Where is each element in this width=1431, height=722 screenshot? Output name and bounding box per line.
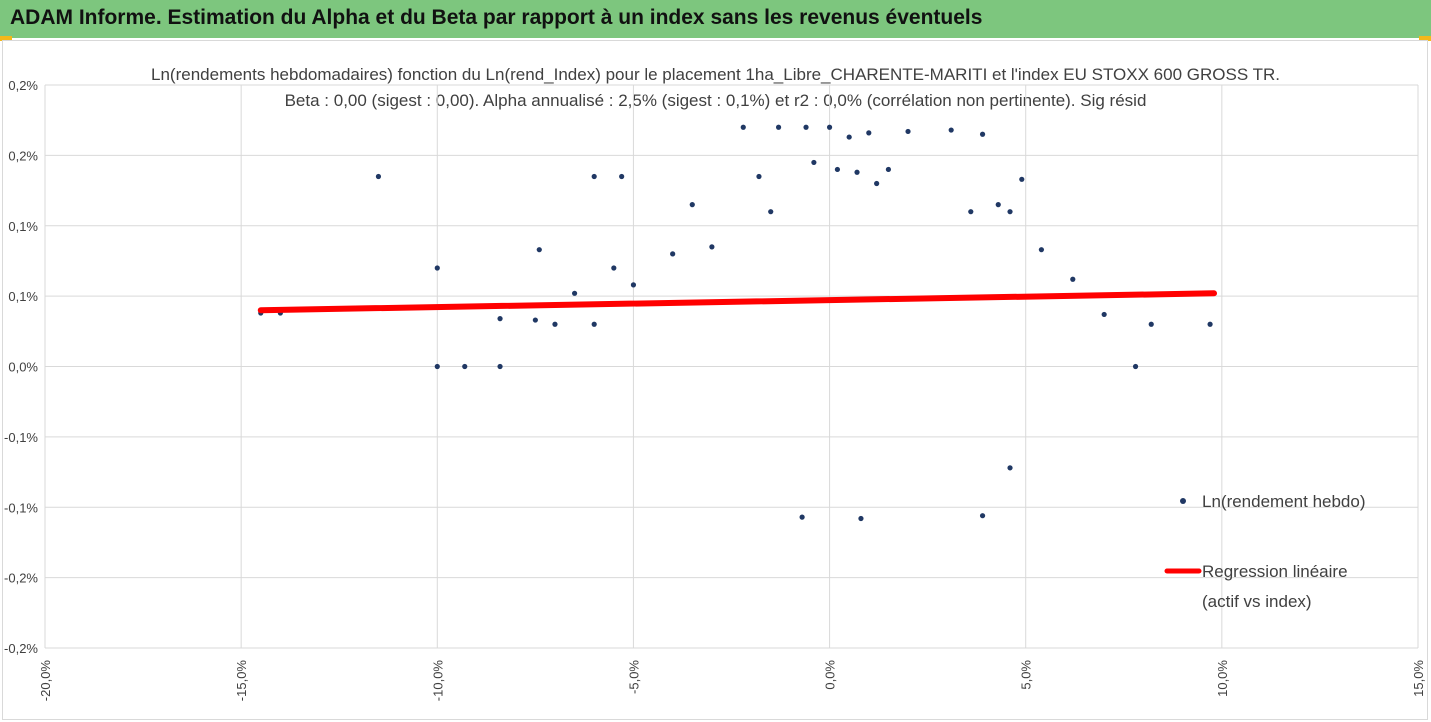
data-point — [375, 173, 382, 180]
data-point — [905, 128, 911, 135]
data-point — [591, 321, 597, 327]
data-point — [858, 515, 864, 522]
y-tick-label: 0,1% — [8, 219, 38, 234]
data-point — [885, 166, 892, 173]
x-tick-label: -10,0% — [430, 660, 445, 702]
data-points — [258, 124, 1213, 522]
data-point — [630, 282, 637, 288]
data-point — [1007, 465, 1013, 471]
data-point — [1101, 311, 1107, 318]
x-tick-label: -5,0% — [626, 660, 641, 694]
data-point — [1148, 321, 1154, 327]
data-point — [1207, 321, 1213, 327]
data-point — [866, 130, 872, 136]
axis-ticks: 0,2% 0,2% 0,1% 0,1% 0,0% -0,1% -0,1% -0,2% -0,2%… — [4, 78, 1426, 701]
regression-line — [257, 290, 1218, 314]
data-point — [1132, 363, 1139, 370]
data-point — [571, 290, 578, 296]
data-point — [854, 169, 860, 175]
legend-scatter-label: Ln(rendement hebdo) — [1202, 492, 1366, 511]
chart-title: Ln(rendements hebdomadaires) fonction du… — [0, 62, 1431, 114]
data-point — [497, 363, 503, 370]
chart-frame — [2, 40, 1428, 720]
corner-marker-left — [0, 36, 12, 41]
data-point — [834, 166, 841, 173]
data-point — [846, 134, 852, 140]
data-point — [1038, 247, 1045, 253]
data-point — [826, 124, 833, 130]
regression-line-layer — [257, 290, 1218, 314]
corner-marker-right — [1419, 36, 1431, 41]
data-point — [1007, 209, 1013, 215]
data-point — [434, 363, 440, 370]
report-header-bar: ADAM Informe. Estimation du Alpha et du … — [0, 0, 1431, 38]
data-point — [740, 124, 746, 130]
y-tick-label: -0,1% — [4, 500, 38, 515]
x-tick-label: -15,0% — [234, 660, 249, 702]
report-title: ADAM Informe. Estimation du Alpha et du … — [10, 6, 983, 29]
data-point — [552, 321, 558, 327]
data-point — [874, 180, 880, 187]
data-point — [670, 251, 676, 257]
data-point — [1019, 176, 1025, 182]
y-tick-label: -0,2% — [4, 571, 38, 586]
y-tick-label: 0,0% — [8, 360, 38, 375]
y-tick-label: -0,2% — [4, 641, 38, 656]
y-tick-label: 0,2% — [8, 148, 38, 163]
y-tick-label: 0,1% — [8, 289, 38, 304]
data-point — [768, 209, 774, 215]
data-point — [775, 124, 782, 130]
x-tick-label: 15,0% — [1411, 660, 1426, 697]
chart-title-line-2: Beta : 0,00 (sigest : 0,00). Alpha annua… — [284, 91, 1147, 110]
legend-line-label-1: Regression linéaire — [1202, 562, 1348, 581]
data-point — [709, 244, 715, 250]
data-point — [968, 209, 974, 215]
data-point — [995, 202, 1001, 208]
data-point — [803, 124, 809, 130]
x-tick-label: -20,0% — [38, 660, 53, 702]
data-point — [689, 202, 695, 208]
data-point — [979, 513, 986, 519]
y-tick-label: 0,2% — [8, 78, 38, 93]
data-point — [619, 173, 625, 180]
x-tick-label: 0,0% — [823, 660, 838, 690]
data-point — [979, 131, 986, 137]
legend-scatter-marker — [1180, 498, 1186, 504]
x-tick-label: 10,0% — [1215, 660, 1230, 697]
x-tick-label: 5,0% — [1019, 660, 1034, 690]
data-point — [497, 316, 503, 322]
data-point — [462, 363, 468, 370]
legend-line-label-2: (actif vs index) — [1202, 592, 1312, 611]
data-point — [591, 173, 597, 180]
legend-markers — [1164, 498, 1202, 574]
data-point — [532, 317, 538, 323]
data-point — [1070, 276, 1076, 282]
data-point — [611, 265, 617, 271]
data-point — [756, 173, 762, 180]
data-point — [434, 265, 440, 271]
chart-title-line-1: Ln(rendements hebdomadaires) fonction du… — [151, 65, 1280, 84]
data-point — [536, 247, 542, 253]
data-point — [948, 127, 954, 133]
data-point — [811, 159, 817, 166]
data-point — [799, 514, 805, 520]
y-tick-label: -0,1% — [4, 430, 38, 445]
